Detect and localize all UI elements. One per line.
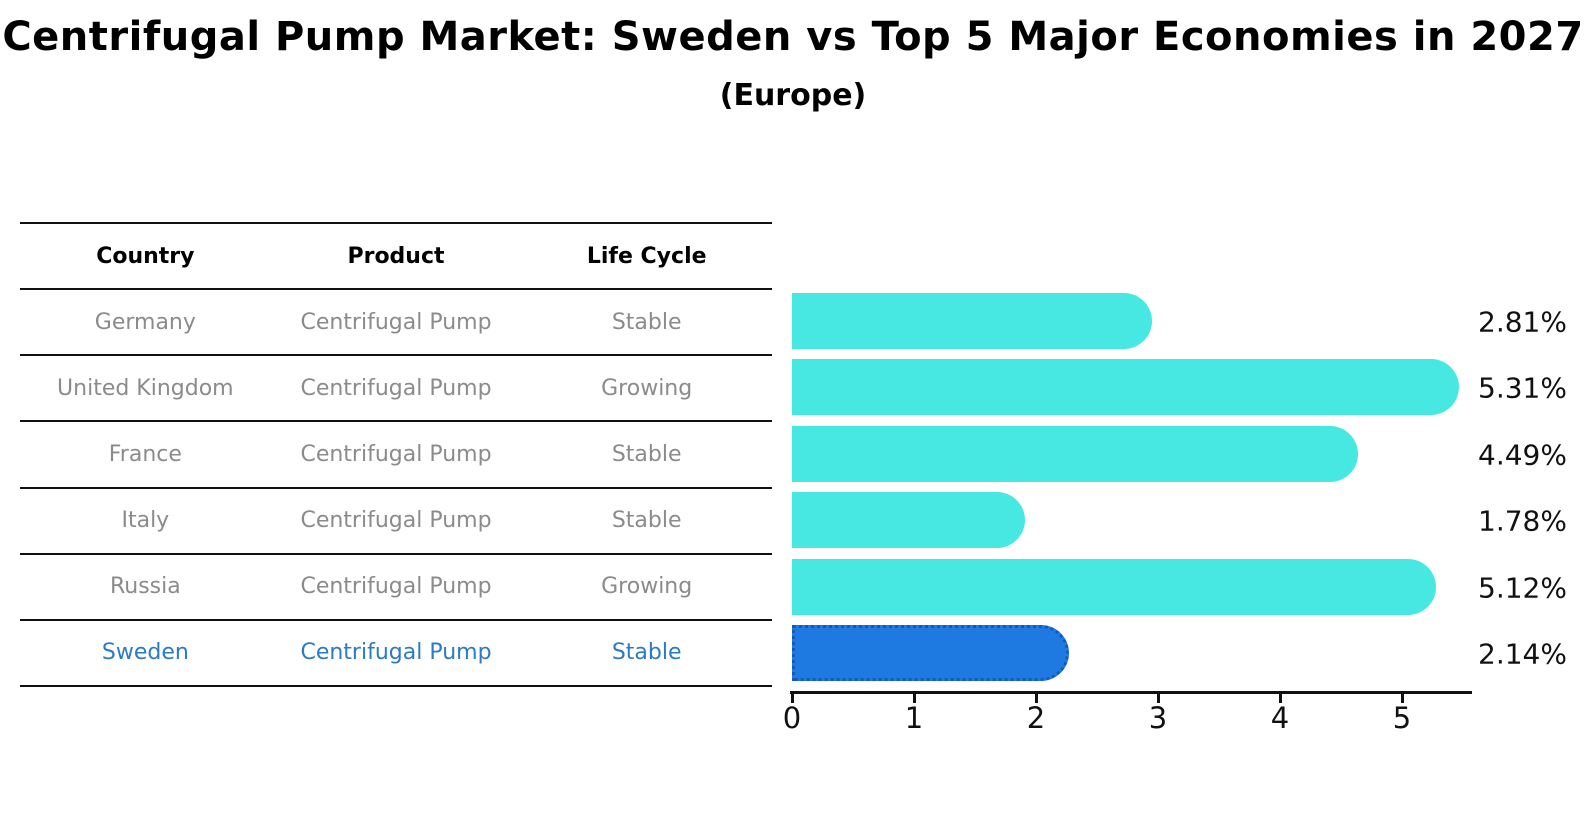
value-label: 2.81%	[1478, 305, 1567, 338]
x-axis-tick	[1157, 694, 1160, 703]
cell-lifecycle: Growing	[601, 574, 693, 600]
chart-title: Centrifugal Pump Market: Sweden vs Top 5…	[2, 14, 1584, 60]
header-life-cycle: Life Cycle	[586, 243, 707, 269]
bar-row-france: 4.49%	[792, 421, 1567, 488]
bar-united-kingdom	[792, 359, 1459, 415]
cell-country: France	[108, 441, 182, 467]
cell-lifecycle: Stable	[611, 508, 682, 534]
table-row: Sweden Centrifugal Pump Stable	[20, 621, 772, 687]
chart-subtitle: (Europe)	[719, 78, 867, 113]
cell-country: United Kingdom	[57, 375, 234, 401]
x-axis-tick	[1035, 694, 1038, 703]
bar-row-united-kingdom: 5.31%	[792, 354, 1567, 421]
cell-product: Centrifugal Pump	[300, 309, 492, 335]
x-tick-label: 0	[782, 701, 802, 735]
bar-italy	[792, 492, 1025, 548]
cell-product: Centrifugal Pump	[300, 375, 492, 401]
table-row: France Centrifugal Pump Stable	[20, 422, 772, 489]
x-tick-label: 2	[1026, 701, 1046, 735]
table-row: United Kingdom Centrifugal Pump Growing	[20, 356, 772, 423]
x-axis-tick	[913, 694, 916, 703]
cell-country: Germany	[94, 309, 196, 335]
x-axis-tick	[791, 694, 794, 703]
bar-row-italy: 1.78%	[792, 487, 1567, 554]
value-label: 5.12%	[1478, 571, 1567, 604]
value-label: 2.14%	[1478, 637, 1567, 670]
value-label: 5.31%	[1478, 371, 1567, 404]
x-axis-tick	[1401, 694, 1404, 703]
bar-sweden	[792, 625, 1069, 681]
table-header-row: Country Product Life Cycle	[20, 224, 772, 291]
cell-lifecycle: Stable	[611, 309, 682, 335]
bar-russia	[792, 559, 1436, 615]
header-country: Country	[96, 243, 195, 269]
cell-country: Italy	[121, 508, 170, 534]
cell-product: Centrifugal Pump	[300, 574, 492, 600]
x-axis-line	[790, 691, 1472, 694]
cell-lifecycle: Stable	[611, 640, 682, 666]
cell-country: Russia	[109, 574, 181, 600]
cell-lifecycle: Stable	[611, 441, 682, 467]
x-tick-label: 3	[1148, 701, 1168, 735]
bar-row-sweden: 2.14%	[792, 620, 1567, 687]
bar-germany	[792, 293, 1152, 349]
bar-row-russia: 5.12%	[792, 554, 1567, 621]
x-tick-label: 1	[904, 701, 924, 735]
cell-product: Centrifugal Pump	[300, 640, 492, 666]
bar-row-germany: 2.81%	[792, 288, 1567, 355]
header-product: Product	[347, 243, 445, 269]
x-tick-label: 5	[1392, 701, 1412, 735]
x-tick-label: 4	[1270, 701, 1290, 735]
table-row: Russia Centrifugal Pump Growing	[20, 555, 772, 621]
table-row: Germany Centrifugal Pump Stable	[20, 290, 772, 357]
cell-country: Sweden	[101, 640, 189, 666]
value-label: 4.49%	[1478, 438, 1567, 471]
cell-product: Centrifugal Pump	[300, 508, 492, 534]
table-row: Italy Centrifugal Pump Stable	[20, 489, 772, 555]
cell-lifecycle: Growing	[601, 375, 693, 401]
country-table: Country Product Life Cycle Germany Centr…	[20, 222, 772, 687]
value-label: 1.78%	[1478, 504, 1567, 537]
bar-france	[792, 426, 1358, 482]
bar-plot: 2.81% 5.31% 4.49% 1.78% 5.12% 2.14%	[792, 288, 1567, 687]
x-axis-tick	[1279, 694, 1282, 703]
cell-product: Centrifugal Pump	[300, 441, 492, 467]
